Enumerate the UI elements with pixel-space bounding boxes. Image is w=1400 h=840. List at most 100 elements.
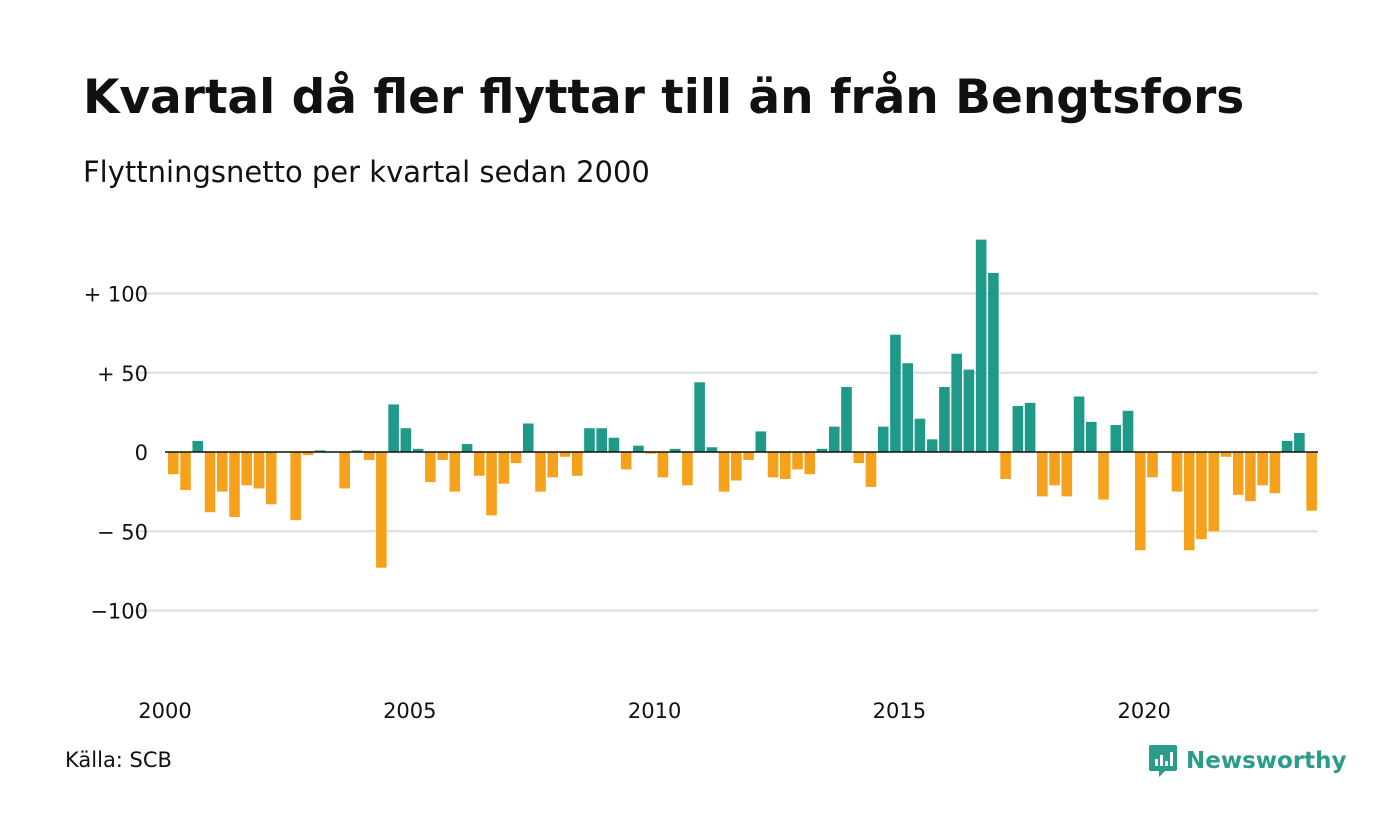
bar — [743, 452, 754, 460]
bar — [682, 452, 693, 486]
bar — [902, 363, 913, 452]
bar — [1232, 452, 1244, 495]
bar — [706, 447, 718, 452]
bar — [1122, 410, 1134, 452]
bar — [1257, 452, 1268, 486]
bar — [804, 452, 816, 475]
x-tick-label: 2010 — [628, 699, 681, 723]
bar — [1281, 440, 1293, 452]
bar — [486, 452, 497, 516]
bar — [780, 452, 791, 479]
bar — [302, 452, 314, 456]
bar — [1098, 452, 1109, 500]
bar — [988, 272, 999, 452]
bar — [694, 382, 705, 452]
bar — [571, 452, 583, 476]
bar — [339, 452, 350, 489]
x-tick-label: 2015 — [873, 699, 926, 723]
bar — [265, 452, 277, 505]
bar — [204, 452, 216, 513]
bar — [1037, 452, 1048, 497]
bar — [290, 452, 301, 521]
bar — [168, 452, 179, 475]
chart-subtitle: Flyttningsnetto per kvartal sedan 2000 — [83, 155, 650, 189]
bar — [363, 452, 375, 460]
bar — [1012, 406, 1024, 452]
y-tick-label: + 50 — [97, 362, 148, 386]
bar — [718, 452, 730, 492]
brand-name: Newsworthy — [1186, 748, 1347, 774]
bar — [828, 426, 840, 452]
bar — [669, 448, 681, 452]
bar — [1086, 421, 1097, 452]
bar — [437, 452, 448, 460]
y-tick-label: −100 — [90, 600, 148, 624]
bar — [939, 387, 950, 452]
bar — [559, 452, 571, 457]
bar — [412, 448, 424, 452]
bar — [1269, 452, 1281, 494]
bar — [1220, 452, 1232, 457]
bar — [376, 452, 387, 568]
bar — [1000, 452, 1011, 479]
bar — [914, 418, 926, 452]
bar — [645, 452, 656, 454]
bar — [584, 428, 595, 452]
bar — [853, 452, 865, 464]
bar — [841, 387, 852, 452]
bar — [1147, 452, 1158, 478]
bar — [657, 452, 669, 478]
bar — [1306, 452, 1317, 511]
bar — [241, 452, 253, 486]
x-tick-label: 2005 — [383, 699, 436, 723]
bar — [951, 353, 962, 452]
bar — [1208, 452, 1219, 532]
source-note: Källa: SCB — [65, 748, 172, 772]
bar — [596, 428, 607, 452]
bar — [425, 452, 436, 483]
bar — [1073, 396, 1085, 452]
bar — [474, 452, 485, 476]
bar — [877, 426, 889, 452]
bar — [1134, 452, 1146, 551]
y-tick-label: − 50 — [97, 520, 148, 544]
bar — [400, 428, 412, 452]
bar — [1024, 402, 1036, 452]
bar — [816, 448, 828, 452]
bar — [1049, 452, 1060, 486]
y-tick-label: 0 — [135, 441, 148, 465]
bar — [547, 452, 559, 478]
bar — [1061, 452, 1073, 497]
bar — [253, 452, 265, 489]
bar — [180, 452, 191, 491]
x-tick-label: 2020 — [1117, 699, 1170, 723]
bar — [314, 450, 326, 452]
bar — [792, 452, 803, 470]
bar — [865, 452, 877, 487]
bar — [449, 452, 461, 492]
bar — [192, 440, 204, 452]
bar — [633, 445, 644, 452]
bar — [388, 404, 399, 452]
bar — [1171, 452, 1183, 492]
bar — [229, 452, 240, 517]
bar — [461, 444, 473, 452]
bar — [926, 439, 938, 452]
x-tick-label: 2000 — [138, 699, 191, 723]
bar — [731, 452, 742, 481]
newsworthy-logo: Newsworthy — [1148, 744, 1347, 778]
bar — [216, 452, 228, 492]
bar — [963, 369, 975, 452]
bar — [522, 423, 534, 452]
bar — [351, 450, 363, 452]
bar — [1294, 432, 1305, 452]
bar — [975, 239, 987, 452]
newsworthy-logo-icon — [1149, 745, 1177, 777]
bar — [1183, 452, 1195, 551]
bar — [620, 452, 632, 470]
bar — [510, 452, 522, 464]
bar — [498, 452, 510, 484]
bar — [1196, 452, 1207, 540]
bar — [608, 437, 620, 452]
